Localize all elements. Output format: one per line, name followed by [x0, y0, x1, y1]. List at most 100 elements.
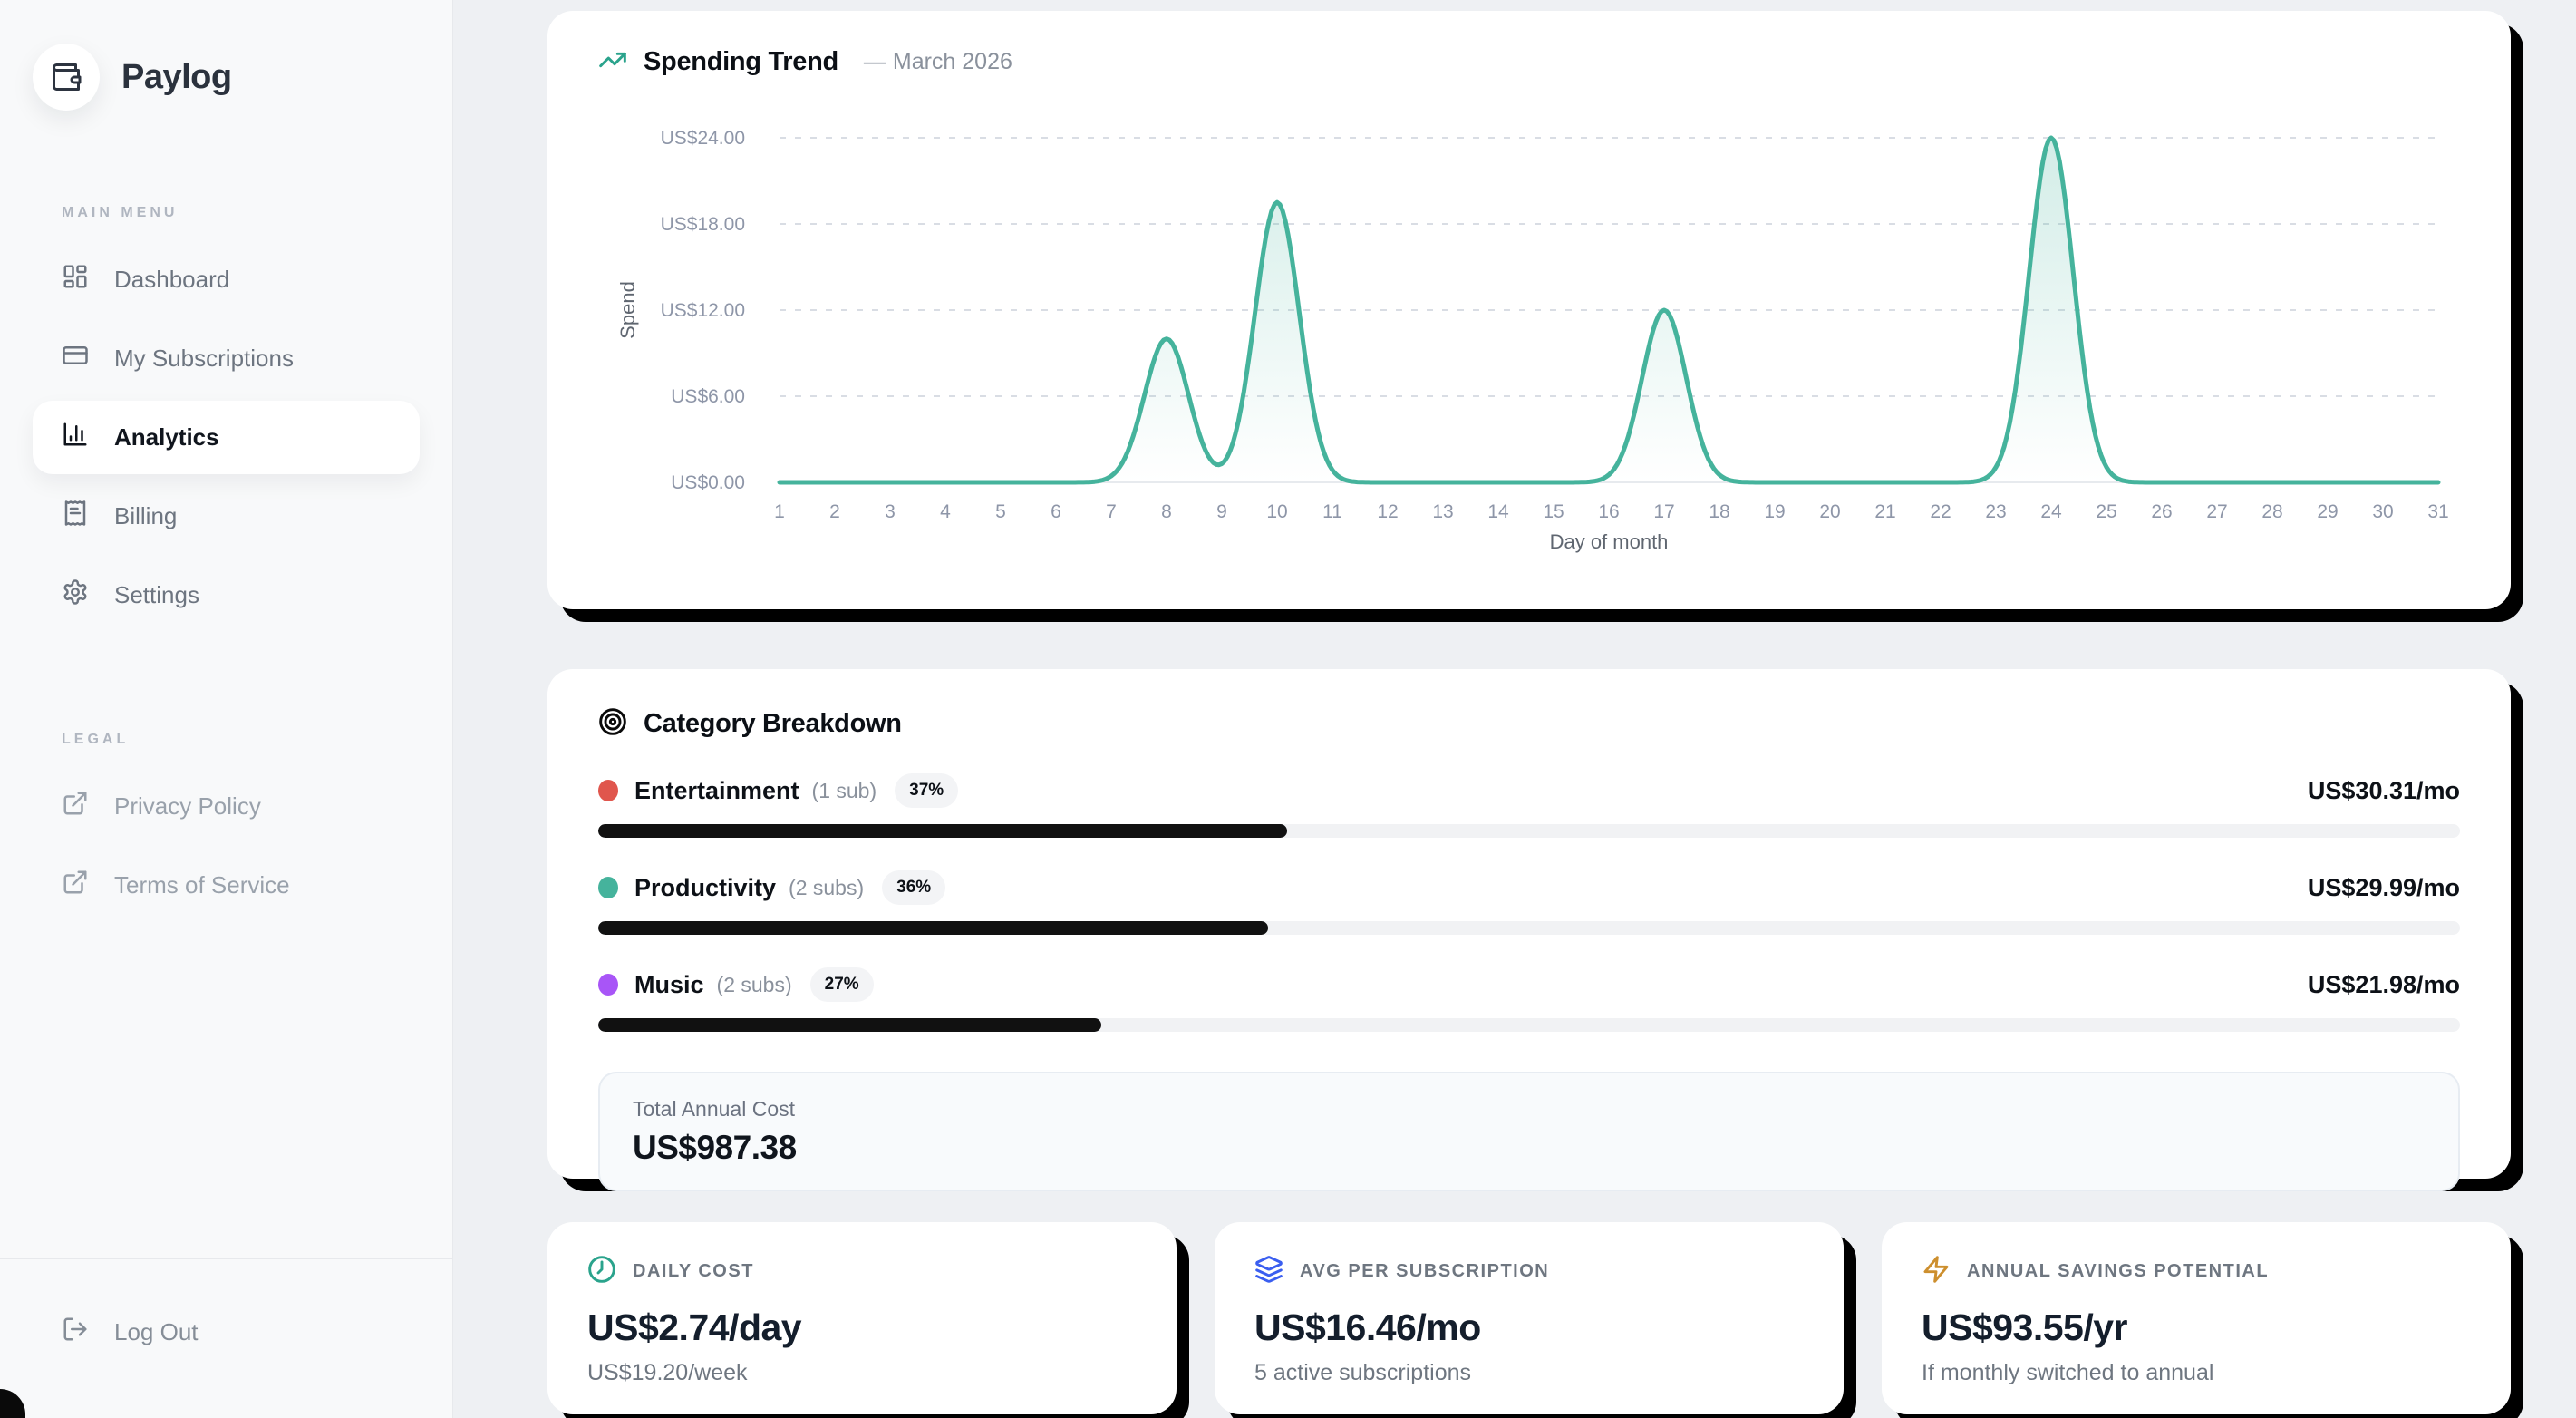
- logout-icon: [62, 1316, 89, 1349]
- stat-value: US$93.55/yr: [1922, 1306, 2128, 1348]
- category-sub-count: (2 subs): [789, 875, 865, 899]
- sidebar-item-analytics[interactable]: Analytics: [33, 401, 420, 474]
- svg-text:16: 16: [1598, 501, 1619, 522]
- spending-trend-card: Spending Trend — March 2026 US$24.00 US$1…: [547, 11, 2511, 609]
- stat-label: AVG PER SUBSCRIPTION: [1300, 1261, 1550, 1281]
- spending-trend-header: Spending Trend — March 2026: [598, 45, 2460, 79]
- category-percent-badge: 36%: [882, 870, 946, 905]
- sidebar-item-dashboard[interactable]: Dashboard: [33, 243, 420, 316]
- sidebar-item-my-subscriptions[interactable]: My Subscriptions: [33, 322, 420, 395]
- svg-text:17: 17: [1653, 501, 1674, 522]
- sidebar-item-settings[interactable]: Settings: [33, 558, 420, 632]
- svg-text:Spend: Spend: [616, 281, 639, 339]
- svg-text:US$6.00: US$6.00: [671, 386, 745, 407]
- category-bar-fill: [598, 824, 1287, 838]
- svg-text:US$24.00: US$24.00: [661, 128, 745, 149]
- category-bar-track: [598, 1018, 2460, 1032]
- svg-text:26: 26: [2151, 501, 2172, 522]
- category-bar-fill: [598, 921, 1269, 935]
- sidebar-item-label: Analytics: [114, 423, 219, 451]
- sidebar-item-billing[interactable]: Billing: [33, 480, 420, 553]
- main-menu-label: MAIN MENU: [62, 205, 179, 220]
- dashboard-icon: [62, 263, 89, 296]
- bar-chart-icon: [62, 421, 89, 454]
- svg-text:7: 7: [1106, 501, 1117, 522]
- svg-text:5: 5: [995, 501, 1006, 522]
- category-sub-count: (1 sub): [811, 778, 877, 802]
- spending-trend-subtitle: — March 2026: [863, 49, 1012, 74]
- category-dot: [598, 974, 618, 996]
- category-name: Entertainment: [634, 776, 799, 804]
- svg-text:25: 25: [2096, 501, 2116, 522]
- target-icon: [598, 707, 627, 741]
- svg-text:21: 21: [1874, 501, 1895, 522]
- logout-button[interactable]: Log Out: [33, 1296, 420, 1369]
- legal-section: LEGAL Privacy Policy Terms of Service: [33, 732, 420, 928]
- svg-text:22: 22: [1930, 501, 1951, 522]
- external-link-icon: [62, 869, 89, 902]
- category-sub-count: (2 subs): [716, 972, 792, 996]
- category-row-productivity: Productivity (2 subs) 36% US$29.99/mo: [598, 870, 2460, 935]
- category-dot: [598, 877, 618, 898]
- logout-label: Log Out: [114, 1318, 199, 1345]
- svg-text:6: 6: [1051, 501, 1061, 522]
- category-breakdown-card: Category Breakdown Entertainment (1 sub)…: [547, 669, 2511, 1191]
- legal-link-label: Terms of Service: [114, 871, 290, 898]
- svg-text:3: 3: [885, 501, 896, 522]
- category-percent-badge: 37%: [895, 773, 959, 808]
- svg-text:18: 18: [1709, 501, 1729, 522]
- stat-subtext: US$19.20/week: [587, 1360, 748, 1385]
- gear-icon: [62, 578, 89, 612]
- category-amount: US$29.99/mo: [2307, 873, 2460, 901]
- category-amount: US$30.31/mo: [2307, 776, 2460, 804]
- svg-text:27: 27: [2206, 501, 2227, 522]
- total-annual-cost-label: Total Annual Cost: [633, 1097, 796, 1121]
- svg-text:8: 8: [1161, 501, 1172, 522]
- main-menu-section: MAIN MENU Dashboard My Subscriptions: [33, 205, 420, 637]
- credit-card-icon: [62, 342, 89, 375]
- zap-icon: [1922, 1255, 1951, 1288]
- annual-savings-card: ANNUAL SAVINGS POTENTIAL US$93.55/yr If …: [1882, 1222, 2511, 1414]
- category-bar-fill: [598, 1018, 1101, 1032]
- spending-trend-title: Spending Trend: [644, 47, 838, 76]
- daily-cost-card: DAILY COST US$2.74/day US$19.20/week: [547, 1222, 1177, 1414]
- svg-text:15: 15: [1543, 501, 1564, 522]
- sidebar-item-label: Settings: [114, 581, 199, 608]
- svg-text:10: 10: [1266, 501, 1287, 522]
- category-bar-track: [598, 824, 2460, 838]
- sidebar-item-label: My Subscriptions: [114, 345, 294, 372]
- wallet-icon: [33, 44, 100, 111]
- category-bar-track: [598, 921, 2460, 935]
- category-dot: [598, 780, 618, 801]
- category-row-entertainment: Entertainment (1 sub) 37% US$30.31/mo: [598, 773, 2460, 838]
- logout-area: Log Out: [0, 1258, 452, 1418]
- svg-text:4: 4: [940, 501, 951, 522]
- layers-icon: [1254, 1255, 1283, 1288]
- svg-text:12: 12: [1377, 501, 1398, 522]
- terms-of-service-link[interactable]: Terms of Service: [33, 849, 420, 922]
- app-title: Paylog: [121, 57, 232, 96]
- legal-link-label: Privacy Policy: [114, 792, 261, 820]
- svg-text:20: 20: [1819, 501, 1840, 522]
- total-annual-cost-value: US$987.38: [633, 1129, 797, 1166]
- main-content: Spending Trend — March 2026 US$24.00 US$1…: [453, 0, 2576, 1418]
- svg-text:Day of month: Day of month: [1550, 530, 1669, 553]
- svg-text:11: 11: [1322, 501, 1342, 522]
- category-amount: US$21.98/mo: [2307, 970, 2460, 998]
- stat-value: US$2.74/day: [587, 1306, 802, 1348]
- privacy-policy-link[interactable]: Privacy Policy: [33, 770, 420, 843]
- category-name: Music: [634, 970, 704, 998]
- clock-icon: [587, 1255, 616, 1288]
- svg-text:30: 30: [2372, 501, 2393, 522]
- stat-subtext: If monthly switched to annual: [1922, 1360, 2214, 1385]
- stat-value: US$16.46/mo: [1254, 1306, 1481, 1348]
- svg-text:14: 14: [1487, 501, 1509, 522]
- sidebar-item-label: Dashboard: [114, 266, 230, 293]
- svg-text:13: 13: [1432, 501, 1453, 522]
- svg-text:29: 29: [2317, 501, 2338, 522]
- svg-text:9: 9: [1216, 501, 1227, 522]
- svg-text:31: 31: [2427, 501, 2448, 522]
- svg-text:US$18.00: US$18.00: [661, 214, 745, 235]
- svg-text:US$12.00: US$12.00: [661, 300, 745, 321]
